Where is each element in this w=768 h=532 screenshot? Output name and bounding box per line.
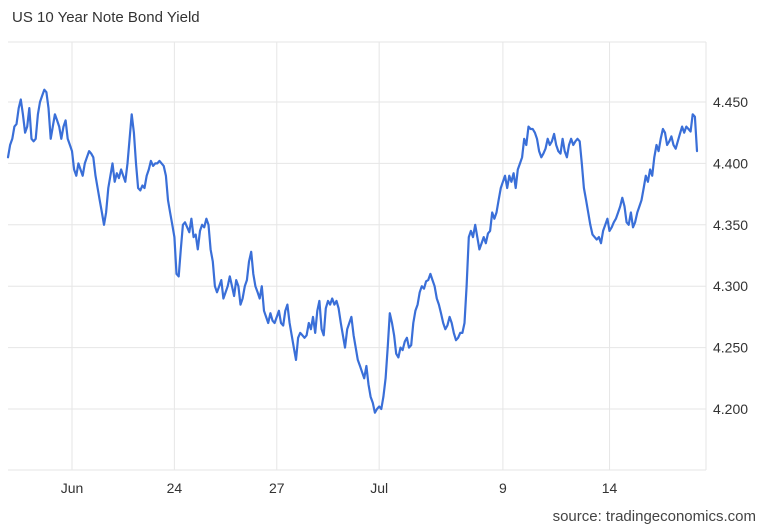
- x-tick-label: 14: [602, 480, 618, 496]
- y-tick-label: 4.350: [713, 217, 748, 233]
- y-tick-label: 4.250: [713, 340, 748, 356]
- y-axis-ticks: 4.450 4.400 4.350 4.300 4.250 4.200: [713, 94, 748, 417]
- x-tick-label: Jul: [370, 480, 388, 496]
- series-line-yield: [6, 88, 699, 414]
- x-tick-label: 9: [499, 480, 507, 496]
- x-axis-ticks: Jun 24 27 Jul 9 14: [61, 480, 618, 496]
- y-tick-label: 4.300: [713, 278, 748, 294]
- chart-title: US 10 Year Note Bond Yield: [12, 9, 200, 26]
- source-attribution: source: tradingeconomics.com: [552, 508, 756, 525]
- x-tick-label: 27: [269, 480, 285, 496]
- y-tick-label: 4.200: [713, 401, 748, 417]
- y-tick-label: 4.450: [713, 94, 748, 110]
- x-tick-label: Jun: [61, 480, 84, 496]
- y-tick-label: 4.400: [713, 155, 748, 171]
- x-tick-label: 24: [167, 480, 183, 496]
- chart-grid: [8, 41, 707, 471]
